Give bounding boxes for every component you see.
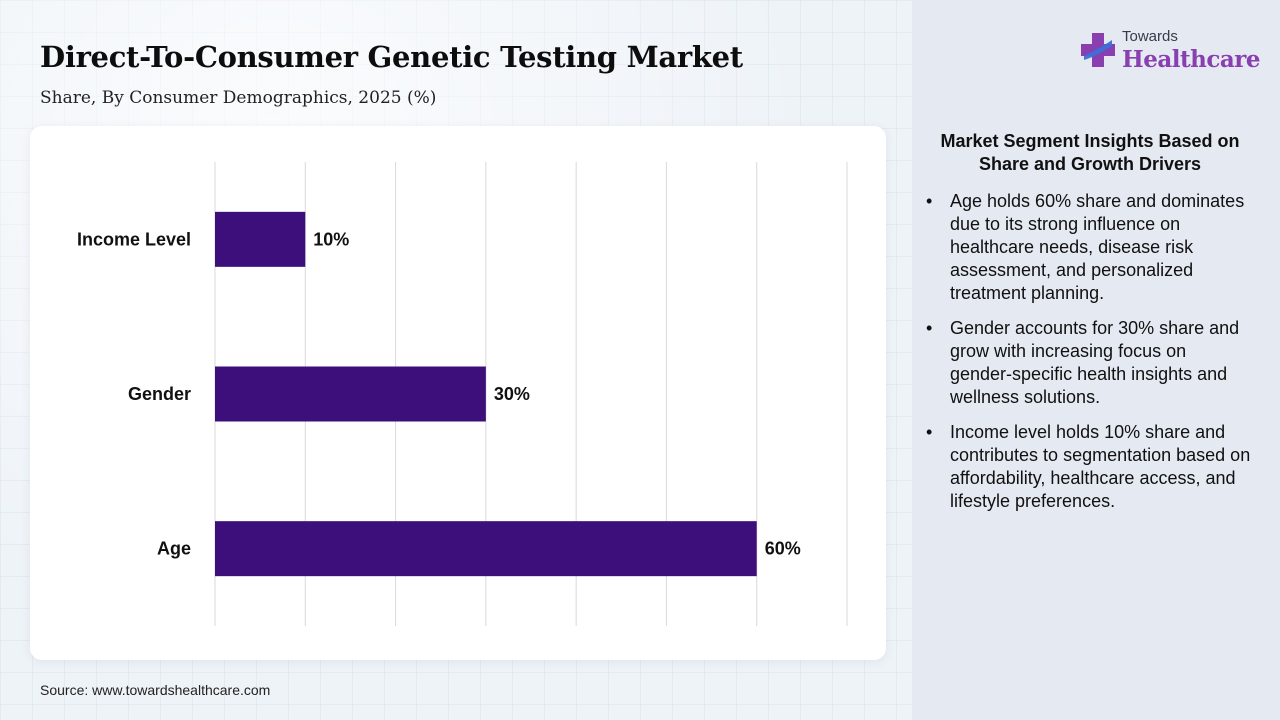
chart-subtitle: Share, By Consumer Demographics, 2025 (%… (40, 88, 437, 108)
source-note: Source: www.towardshealthcare.com (40, 682, 271, 698)
category-label: Gender (128, 384, 191, 404)
logo-text-small: Towards (1122, 28, 1178, 45)
bar (215, 521, 757, 577)
data-label: 60% (765, 539, 801, 559)
insight-item-gender: Gender accounts for 30% share and grow w… (922, 317, 1252, 409)
category-label: Age (157, 539, 191, 559)
category-label: Income Level (77, 229, 191, 249)
data-label: 10% (313, 229, 349, 249)
medical-cross-icon (1081, 33, 1115, 67)
bar-chart: Income Level 10% Gender 30% Age 60% (77, 162, 848, 626)
data-label: 30% (494, 384, 530, 404)
insights-list: Age holds 60% share and dominates due to… (922, 190, 1252, 525)
brand-logo: Towards Healthcare (1078, 26, 1261, 80)
chart-title: Direct-To-Consumer Genetic Testing Marke… (40, 40, 743, 74)
logo-text-big: Healthcare (1122, 46, 1261, 73)
insights-title: Market Segment Insights Based on Share a… (940, 131, 1240, 174)
insight-item-age: Age holds 60% share and dominates due to… (922, 190, 1252, 305)
insight-item-income: Income level holds 10% share and contrib… (922, 421, 1252, 513)
bar (215, 366, 486, 422)
bar (215, 211, 306, 267)
chart-card: Income Level 10% Gender 30% Age 60% (30, 126, 886, 660)
